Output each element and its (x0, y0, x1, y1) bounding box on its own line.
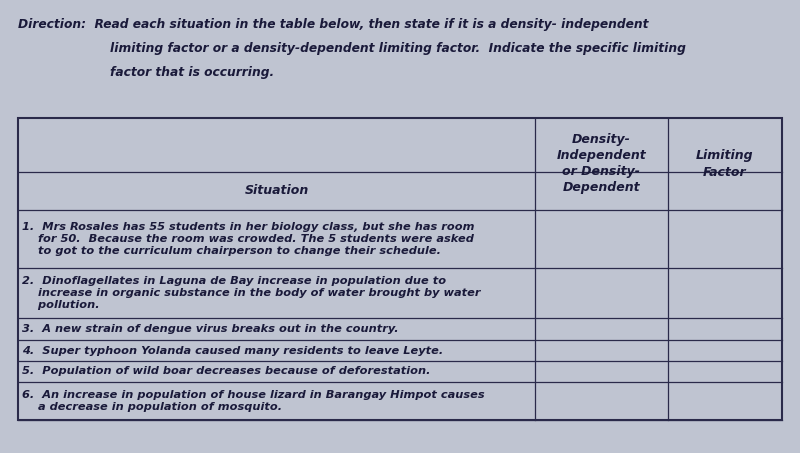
Text: Density-
Independent
or Density-
Dependent: Density- Independent or Density- Depende… (557, 134, 646, 194)
Text: 4.  Super typhoon Yolanda caused many residents to leave Leyte.: 4. Super typhoon Yolanda caused many res… (22, 346, 443, 356)
Text: Limiting
Factor: Limiting Factor (696, 149, 754, 178)
Text: Situation: Situation (244, 184, 309, 198)
Bar (18, 118, 782, 420)
Text: factor that is occurring.: factor that is occurring. (110, 66, 274, 79)
Text: 3.  A new strain of dengue virus breaks out in the country.: 3. A new strain of dengue virus breaks o… (22, 324, 398, 334)
Text: 6.  An increase in population of house lizard in Barangay Himpot causes
    a de: 6. An increase in population of house li… (22, 390, 485, 412)
Text: 2.  Dinoflagellates in Laguna de Bay increase in population due to
    increase : 2. Dinoflagellates in Laguna de Bay incr… (22, 276, 481, 309)
Text: 1.  Mrs Rosales has 55 students in her biology class, but she has room
    for 5: 1. Mrs Rosales has 55 students in her bi… (22, 222, 474, 255)
Text: Direction:  Read each situation in the table below, then state if it is a densit: Direction: Read each situation in the ta… (18, 18, 649, 31)
Text: limiting factor or a density-dependent limiting factor.  Indicate the specific l: limiting factor or a density-dependent l… (110, 42, 686, 55)
Text: 5.  Population of wild boar decreases because of deforestation.: 5. Population of wild boar decreases bec… (22, 366, 430, 376)
